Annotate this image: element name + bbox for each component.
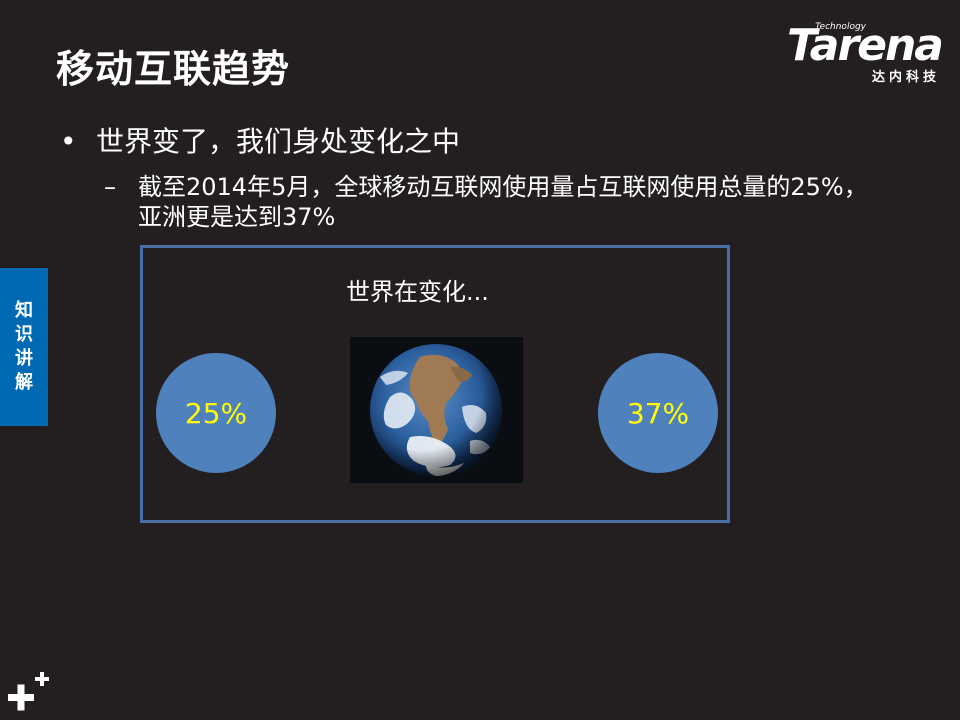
sidebar-tab-knowledge: 知 识 讲 解 [0,268,48,426]
sidebar-tab-char: 知 [15,300,33,321]
plus-plus-icon [8,672,49,711]
bullet-level1: • 世界变了，我们身处变化之中 [60,120,460,160]
bullet-level2-text: 截至2014年5月，全球移动互联网使用量占互联网使用总量的25%，亚洲更是达到3… [138,173,868,231]
earth-globe-icon [370,344,502,476]
slide-title: 移动互联趋势 [56,47,291,91]
logo-chinese: 达内科技 [871,70,940,85]
sidebar-tab-char: 讲 [15,348,33,369]
value-circle-right: 37% [598,353,718,473]
logo-tagline: Technology [815,22,866,32]
sidebar-tab-char: 识 [15,324,33,345]
sidebar-tab-char: 解 [15,372,33,393]
value-circle-left: 25% [156,353,276,473]
bullet-level2: – 截至2014年5月，全球移动互联网使用量占互联网使用总量的25%，亚洲更是达… [104,172,884,232]
earth-image [350,337,523,483]
figure-frame [140,245,730,523]
value-right: 37% [626,396,690,430]
tarena-logo: Technology Tarena 达内科技 [772,20,944,85]
bullet-level1-text: 世界变了，我们身处变化之中 [96,125,461,158]
figure-caption: 世界在变化... [346,278,489,306]
bullet-dot-icon: • [60,125,77,158]
logo-brand: Tarena [786,20,944,71]
value-left: 25% [184,396,248,430]
bullet-dash-icon: – [104,173,116,201]
